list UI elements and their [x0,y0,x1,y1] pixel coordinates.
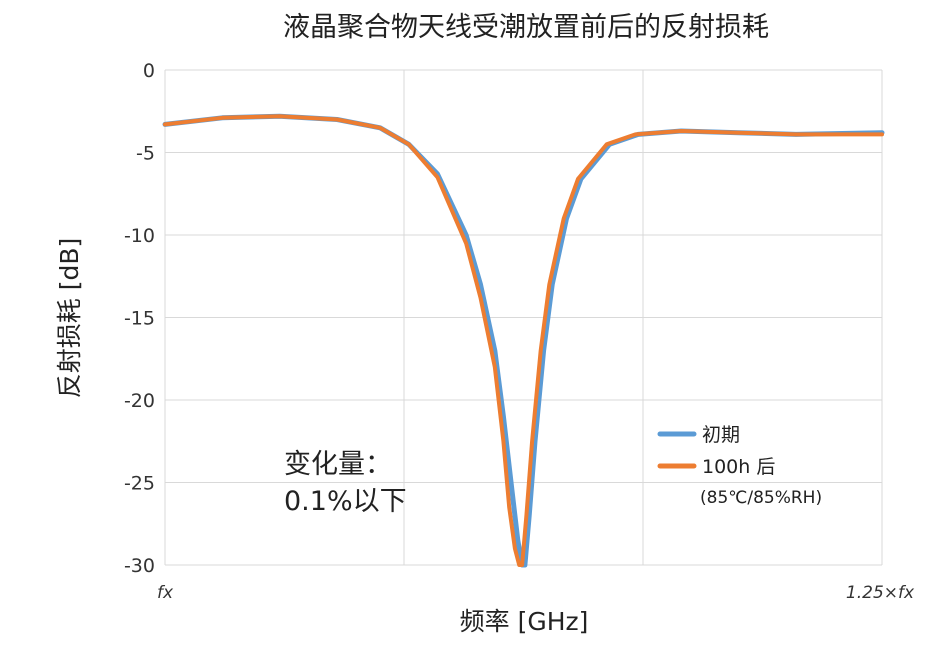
grid-lines [164,69,883,566]
annotation-change-label: 变化量： [284,449,392,480]
y-tick-label: -5 [136,143,155,165]
y-tick-label: 0 [143,60,155,82]
legend-condition: (85℃/85%RH) [700,488,822,508]
y-tick-labels: 0 -5 -10 -15 -20 -25 -30 [124,60,155,577]
x-tick-label-start: fx [157,583,174,603]
x-axis-label: 频率 [GHz] [460,607,589,636]
y-axis-label: 反射损耗 [dB] [55,238,84,398]
series-lines [162,113,885,568]
chart-title: 液晶聚合物天线受潮放置前后的反射损耗 [283,12,769,43]
y-tick-label: -15 [124,308,155,330]
y-tick-label: -30 [124,555,155,577]
y-tick-label: -10 [124,225,155,247]
x-tick-label-end: 1.25×fx [846,583,915,603]
legend-label-after: 100h 后 [702,456,775,478]
legend: 初期 100h 后 (85℃/85%RH) [657,424,822,508]
annotation-change-value: 0.1%以下 [284,486,407,517]
y-tick-label: -25 [124,473,155,495]
series-line-after-100h [163,114,884,567]
legend-label-initial: 初期 [702,424,740,446]
y-tick-label: -20 [124,390,155,412]
